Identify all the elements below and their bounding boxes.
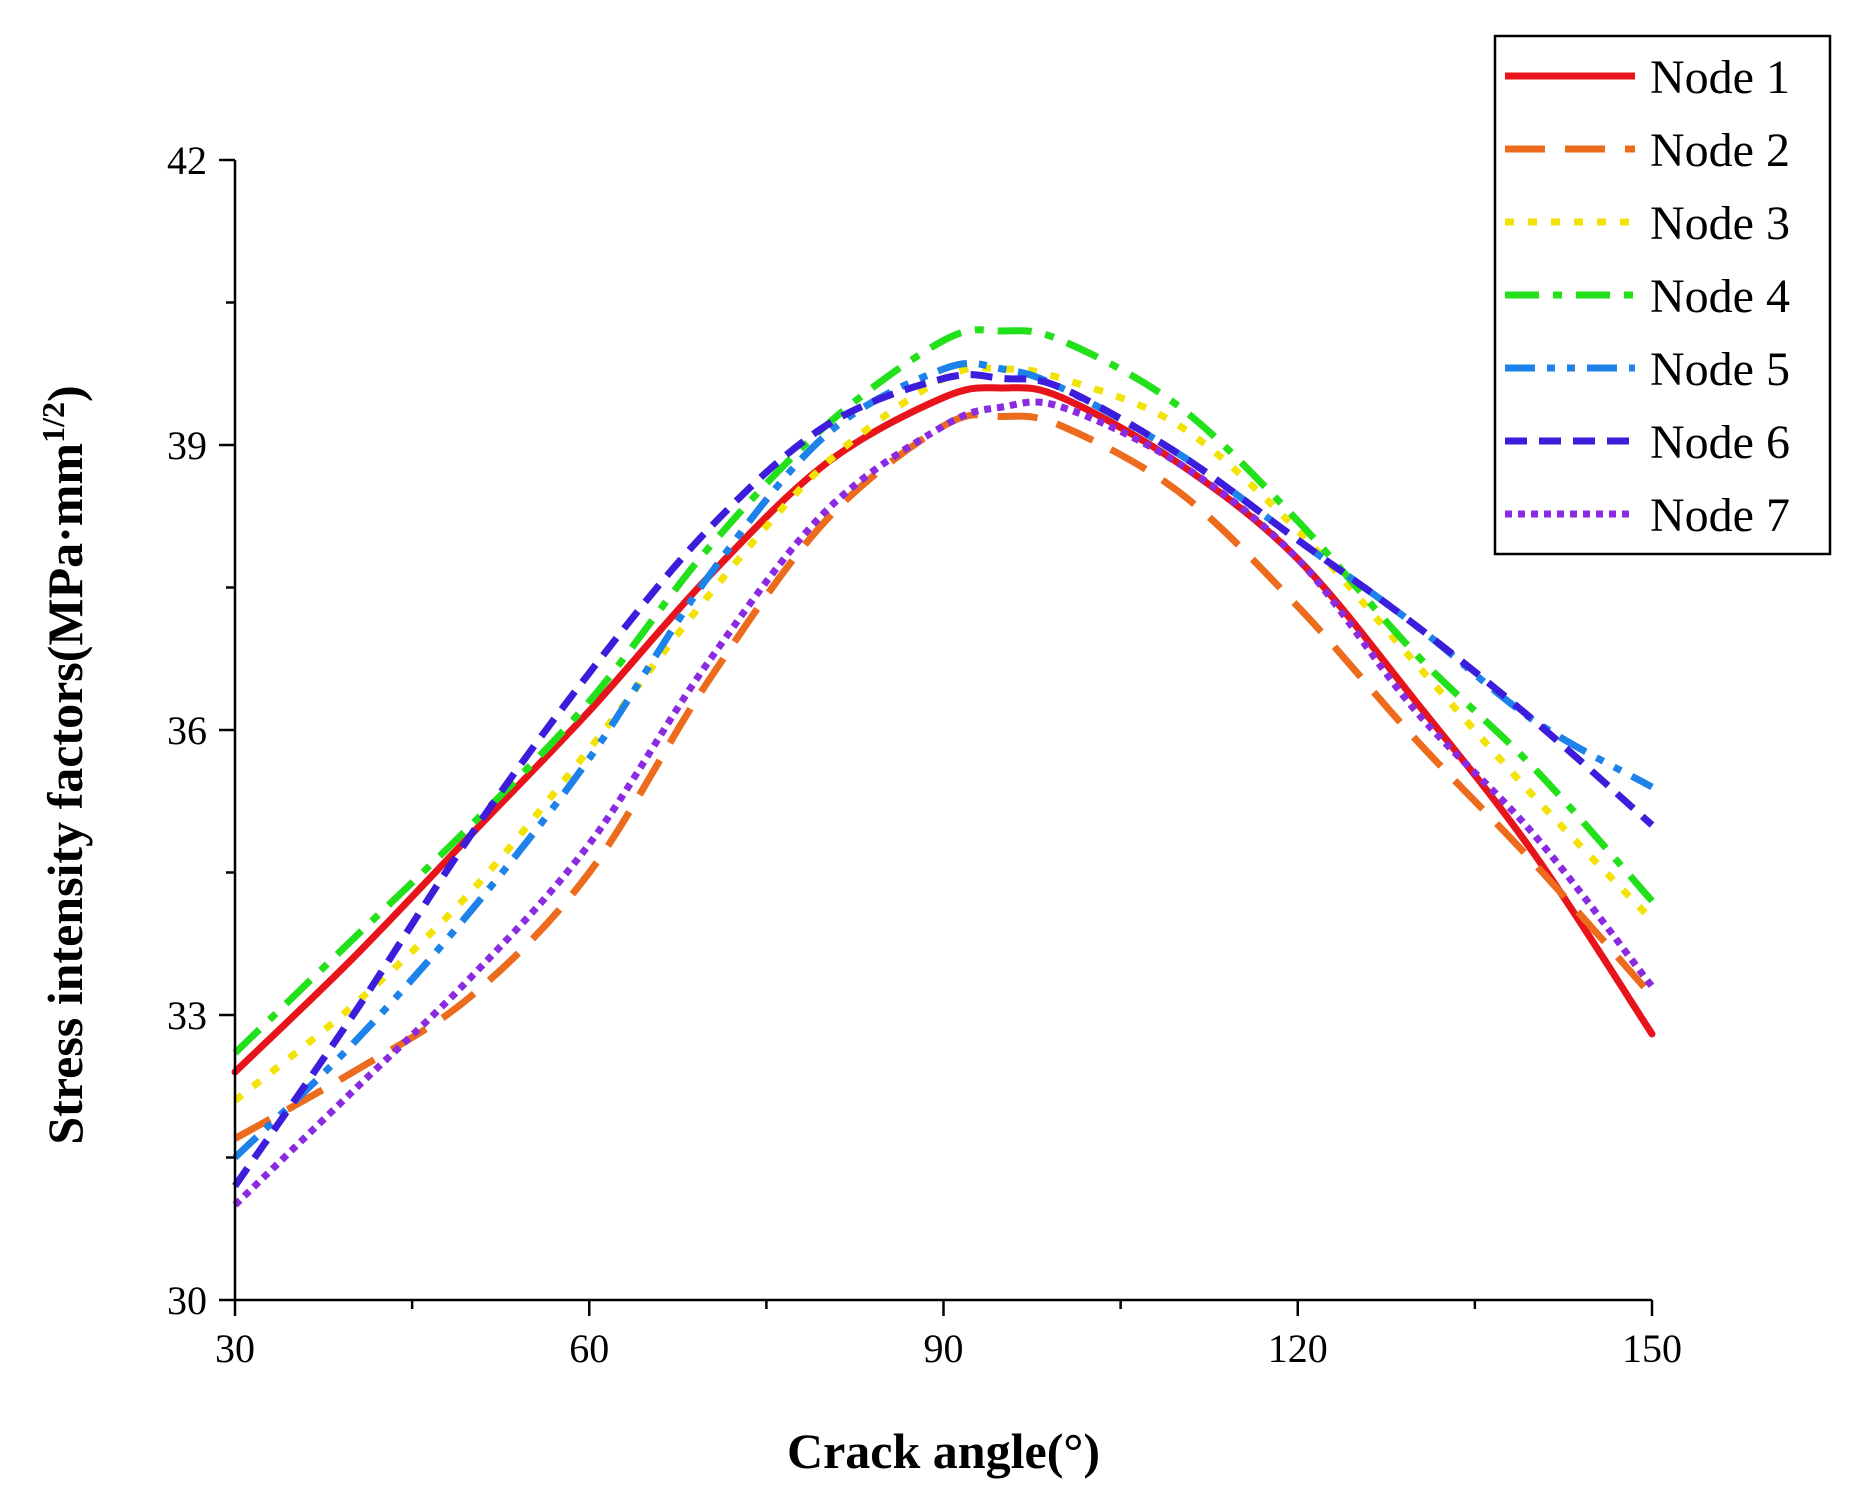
axes	[219, 158, 1654, 1316]
y-axis-title-main: Stress intensity factors(MPa·mm	[37, 443, 93, 1145]
series-line-node-1	[231, 384, 1656, 1076]
series-line-node-7	[232, 398, 1655, 1208]
x-tick-label: 90	[924, 1326, 964, 1371]
legend-box	[1493, 34, 1832, 556]
legend-label-node-3: Node 3	[1650, 197, 1790, 250]
y-axis-title: Stress intensity factors(MPa·mm1/2)	[35, 385, 93, 1144]
series-line-node-6	[232, 371, 1655, 1188]
legend-label-node-6: Node 6	[1650, 416, 1790, 469]
y-tick-label: 36	[167, 708, 207, 753]
x-tick-label: 60	[569, 1326, 609, 1371]
y-tick-label: 33	[167, 993, 207, 1038]
legend-label-node-7: Node 7	[1650, 489, 1790, 542]
x-axis-title: Crack angle(°)	[787, 1423, 1100, 1479]
y-tick-label: 39	[167, 423, 207, 468]
legend-label-node-2: Node 2	[1650, 124, 1790, 177]
series-line-node-3	[232, 364, 1655, 1104]
x-tick-label: 120	[1268, 1326, 1328, 1371]
series-line-node-4	[232, 326, 1655, 1056]
y-tick-label: 30	[167, 1278, 207, 1323]
tick-labels: 30 60 90 120 150 30 33 36 39 42	[167, 138, 1682, 1371]
x-tick-label: 150	[1622, 1326, 1682, 1371]
legend-label-node-1: Node 1	[1650, 51, 1790, 104]
y-tick-label: 42	[167, 138, 207, 183]
series-line-node-5	[232, 359, 1654, 1161]
y-axis-title-superscript: 1/2	[35, 402, 71, 443]
x-tick-label: 30	[215, 1326, 255, 1371]
legend: Node 1 Node 2 Node 3 Node 4 Node 5 Node 6 Node…	[1493, 34, 1832, 556]
series-line-node-2	[233, 411, 1655, 1142]
plot-lines	[231, 326, 1656, 1208]
y-axis-title-close: )	[37, 385, 93, 402]
legend-label-node-5: Node 5	[1650, 343, 1790, 396]
legend-label-node-4: Node 4	[1650, 270, 1790, 323]
